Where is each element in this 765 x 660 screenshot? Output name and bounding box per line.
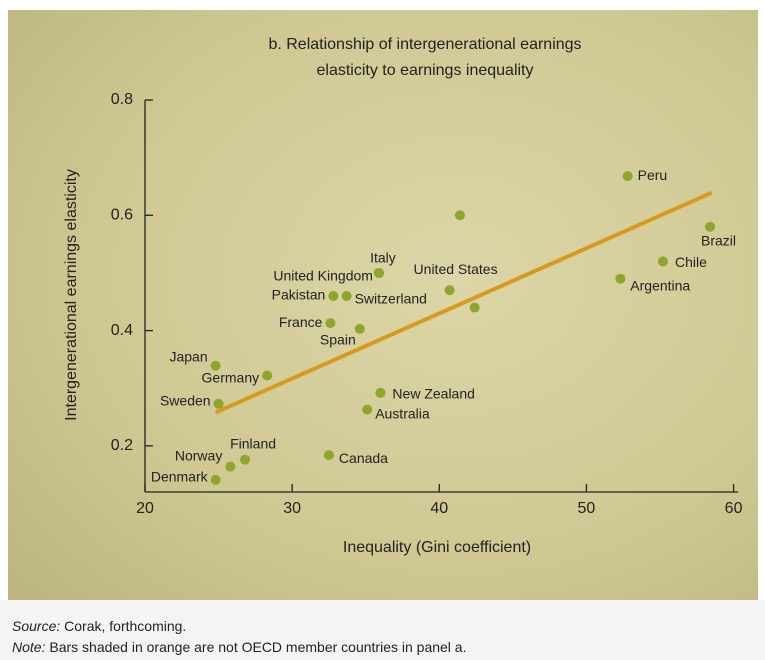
point-label: Spain: [320, 332, 356, 348]
data-point: [225, 461, 236, 472]
y-tick-label: 0.4: [111, 322, 133, 339]
source-text: Corak, forthcoming.: [60, 618, 186, 634]
chart-title: elasticity to earnings inequality: [316, 62, 533, 79]
data-point: [373, 267, 384, 278]
point-label: Germany: [202, 369, 260, 385]
trend-line: [214, 190, 713, 415]
data-point: [469, 302, 480, 313]
point-label: Finland: [230, 435, 276, 451]
point-label: Pakistan: [272, 287, 326, 303]
data-point: [375, 387, 386, 398]
footer-background: [0, 600, 765, 660]
data-point: [454, 210, 465, 221]
point-label: France: [279, 314, 323, 330]
chart-title: b. Relationship of intergenerational ear…: [268, 36, 581, 53]
x-tick-label: 40: [430, 500, 448, 517]
point-label: Peru: [638, 167, 668, 183]
data-point: [213, 398, 224, 409]
data-point: [615, 273, 626, 284]
data-point: [444, 285, 455, 296]
x-tick-label: 20: [136, 500, 154, 517]
data-point: [323, 450, 334, 461]
source-label: Source:: [12, 618, 60, 634]
footer-note: Note: Bars shaded in orange are not OECD…: [12, 639, 466, 655]
data-point: [262, 370, 273, 381]
x-tick-label: 30: [283, 500, 301, 517]
data-point: [622, 171, 633, 182]
note-text: Bars shaded in orange are not OECD membe…: [45, 639, 466, 655]
data-point: [362, 404, 373, 415]
data-point: [240, 454, 251, 465]
point-label: Brazil: [701, 233, 736, 249]
point-label: Canada: [339, 450, 388, 466]
point-label: United States: [414, 261, 498, 277]
point-label: Chile: [675, 254, 707, 270]
y-tick-label: 0.8: [111, 91, 133, 108]
y-tick-label: 0.2: [111, 437, 133, 454]
data-point: [325, 318, 336, 329]
y-tick-label: 0.6: [111, 207, 133, 224]
point-label: Denmark: [151, 469, 209, 485]
point-label: Norway: [175, 447, 222, 463]
data-point: [210, 474, 221, 485]
x-tick-label: 60: [725, 500, 743, 517]
data-point: [210, 360, 221, 371]
point-label: Australia: [375, 405, 430, 421]
data-point: [657, 256, 668, 267]
footer-source: Source: Corak, forthcoming.: [12, 618, 186, 634]
point-label: Sweden: [160, 393, 211, 409]
point-label: Japan: [169, 348, 207, 364]
note-label: Note:: [12, 639, 46, 655]
point-label: Switzerland: [355, 291, 427, 307]
point-label: United Kingdom: [273, 268, 373, 284]
data-point: [705, 221, 716, 232]
panel-background: [8, 10, 758, 600]
point-label: Argentina: [630, 277, 690, 293]
x-axis-title: Inequality (Gini coefficient): [343, 539, 531, 556]
y-axis-title: Intergenerational earnings elasticity: [63, 169, 80, 421]
data-point: [341, 291, 352, 301]
data-point: [354, 323, 365, 334]
x-tick-label: 50: [578, 500, 596, 517]
point-label: New Zealand: [392, 386, 475, 402]
point-label: Italy: [370, 250, 396, 266]
data-point: [328, 291, 339, 301]
